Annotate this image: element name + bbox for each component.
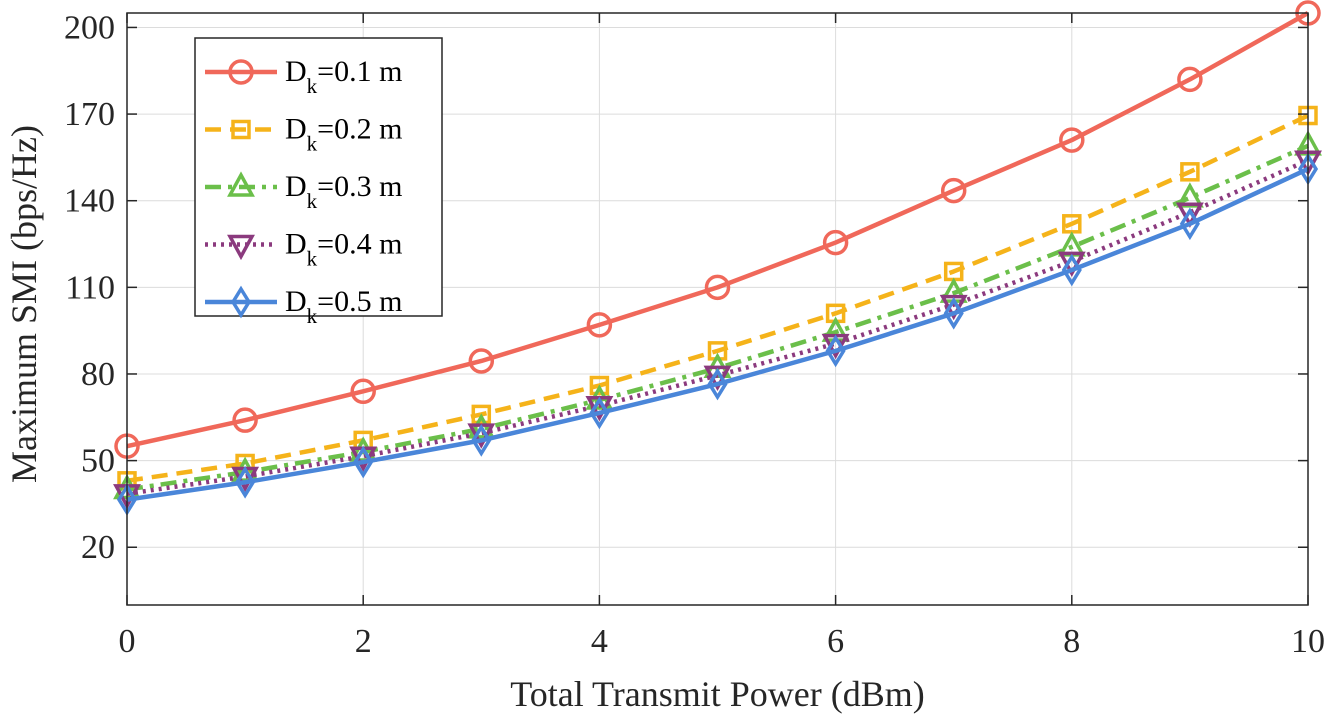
legend-label-rest: =0.4 m (317, 228, 402, 261)
data-point (940, 177, 967, 204)
legend-label: Dk=0.1 m (285, 55, 402, 98)
series-line (126, 166, 1309, 502)
legend-label-sub: k (307, 247, 318, 271)
data-point (1061, 253, 1082, 287)
legend-label-rest: =0.5 m (317, 285, 402, 318)
data-point (1180, 162, 1200, 182)
legend-label-rest: =0.2 m (317, 113, 402, 146)
legend-label-main: D (285, 285, 307, 318)
data-point (471, 404, 492, 425)
data-point (468, 348, 495, 374)
y-tick-label: 200 (64, 9, 115, 46)
x-tick-label: 8 (1063, 623, 1080, 660)
data-point (1179, 207, 1200, 241)
data-point (943, 296, 964, 330)
y-tick-label: 170 (64, 96, 115, 133)
data-point (232, 407, 258, 433)
legend-box (194, 37, 443, 317)
data-point (825, 334, 846, 368)
axis-ticks: 0 2 4 6 8 10 20 50 80 110 140 170 200 (64, 9, 1325, 660)
legend: Dk=0.1 mDk=0.2 mDk=0.3 mDk=0.4 mDk=0.5 m (194, 37, 443, 328)
legend-item: Dk=0.4 m (205, 228, 402, 271)
legend-marker (228, 59, 254, 85)
series-line (126, 113, 1309, 484)
series-5 (116, 152, 1319, 516)
legend-label-sub: k (307, 304, 318, 328)
y-tick-label: 140 (64, 183, 115, 220)
legend-item: Dk=0.5 m (205, 285, 402, 328)
legend-label: Dk=0.2 m (285, 113, 402, 156)
legend-marker (230, 285, 252, 319)
data-point (353, 445, 374, 479)
series-1 (114, 0, 1321, 459)
x-tick-label: 2 (355, 623, 372, 660)
y-tick-label: 20 (81, 529, 115, 566)
x-axis-label: Total Transmit Power (dBm) (510, 674, 925, 714)
x-tick-label: 6 (827, 623, 844, 660)
legend-label-main: D (285, 113, 307, 146)
x-tick-label: 0 (119, 623, 136, 660)
legend-label-main: D (285, 170, 307, 203)
legend-label: Dk=0.4 m (285, 228, 402, 271)
data-point (471, 424, 492, 457)
legend-item: Dk=0.3 m (205, 170, 402, 213)
y-tick-label: 80 (81, 356, 115, 393)
legend-label-rest: =0.3 m (317, 170, 402, 203)
plot-area (113, 0, 1322, 516)
y-tick-label: 50 (81, 443, 115, 480)
legend-item: Dk=0.1 m (205, 55, 402, 98)
legend-marker (227, 171, 255, 197)
legend-marker (231, 119, 251, 140)
data-point (822, 229, 849, 256)
data-point (235, 465, 256, 499)
legend-label-rest: =0.1 m (317, 55, 402, 88)
y-tick-label: 110 (65, 269, 115, 306)
legend-label-sub: k (307, 132, 318, 156)
legend-label: Dk=0.5 m (285, 285, 402, 328)
data-point (704, 274, 731, 301)
data-point (1175, 202, 1204, 228)
data-point (589, 396, 610, 430)
legend-item: Dk=0.2 m (205, 113, 402, 156)
data-point (589, 375, 610, 396)
legend-label-main: D (285, 228, 307, 261)
data-point (350, 378, 376, 405)
legend-label-main: D (285, 55, 307, 88)
data-point (1177, 66, 1203, 93)
series-line (126, 11, 1310, 449)
series-line (126, 158, 1309, 497)
data-point (707, 367, 728, 401)
data-point (586, 312, 613, 338)
legend-label-sub: k (307, 189, 318, 213)
legend-label: Dk=0.3 m (285, 170, 402, 213)
legend-marker (227, 234, 255, 261)
y-axis-label: Maximum SMI (bps/Hz) (4, 125, 44, 483)
data-point (1059, 127, 1085, 153)
x-tick-label: 4 (591, 623, 608, 660)
legend-label-sub: k (307, 74, 318, 98)
x-tick-label: 10 (1291, 623, 1325, 660)
plot-frame (126, 12, 1309, 606)
